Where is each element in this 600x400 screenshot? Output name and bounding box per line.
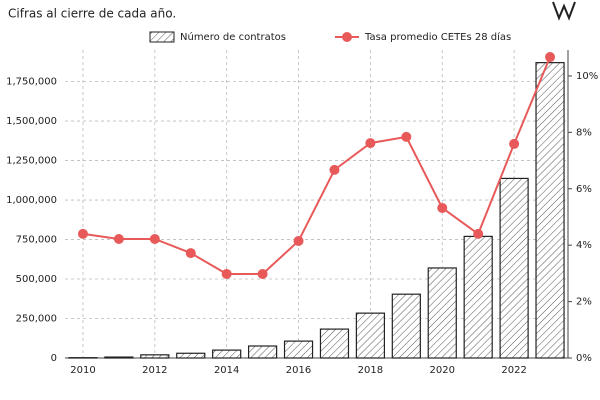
bar	[104, 356, 134, 359]
y-tick-label: 750,000	[16, 235, 57, 246]
y2-tick-label: 4%	[576, 240, 592, 251]
legend-swatch-dot	[342, 32, 352, 42]
bar	[535, 62, 565, 359]
line-point	[221, 268, 232, 279]
bar	[176, 352, 206, 359]
line-point	[365, 138, 376, 149]
bar	[319, 328, 350, 359]
y-tick-label: 250,000	[16, 314, 57, 325]
bar	[283, 340, 314, 359]
y2-tick-label: 10%	[576, 71, 598, 82]
line-point	[149, 233, 160, 244]
y-tick-label: 500,000	[16, 274, 57, 285]
x-tick-label: 2022	[501, 365, 526, 376]
chart-subtitle: Cifras al cierre de cada año.	[8, 7, 176, 21]
y-tick-label: 0	[51, 353, 57, 364]
line	[82, 56, 551, 275]
x-tick-label: 2010	[70, 365, 95, 376]
line-point	[401, 131, 412, 142]
bar	[463, 235, 493, 359]
legend-label: Número de contratos	[180, 31, 286, 43]
x-tick-label: 2012	[142, 365, 167, 376]
bar	[355, 312, 386, 359]
bar	[212, 349, 242, 359]
line-point	[437, 202, 448, 213]
line-point	[185, 248, 196, 259]
y2-tick-label: 8%	[576, 127, 592, 138]
line-point	[509, 138, 520, 149]
y-tick-label: 1,500,000	[6, 116, 57, 127]
line-point	[545, 52, 556, 63]
y2-tick-label: 6%	[576, 184, 592, 195]
logo	[552, 1, 576, 21]
line-point	[77, 228, 88, 239]
line-point	[293, 235, 304, 246]
line-point	[257, 268, 268, 279]
legend-label: Tasa promedio CETEs 28 días	[364, 31, 511, 43]
line-point	[473, 228, 484, 239]
x-tick-label: 2016	[286, 365, 311, 376]
bar	[499, 177, 529, 359]
y-tick-label: 1,250,000	[6, 156, 57, 167]
line-point	[329, 164, 340, 175]
x-tick-label: 2018	[358, 365, 383, 376]
x-tick-label: 2014	[214, 365, 239, 376]
y-tick-label: 1,000,000	[6, 195, 57, 206]
line-point	[113, 233, 124, 244]
bar	[247, 345, 278, 359]
bar	[140, 354, 170, 359]
bar	[427, 267, 457, 359]
bar	[391, 293, 421, 359]
legend-swatch	[149, 31, 175, 43]
y2-tick-label: 2%	[576, 297, 592, 308]
y2-tick-label: 0%	[576, 353, 592, 364]
y-tick-label: 1,750,000	[6, 77, 57, 88]
x-tick-label: 2020	[430, 365, 455, 376]
